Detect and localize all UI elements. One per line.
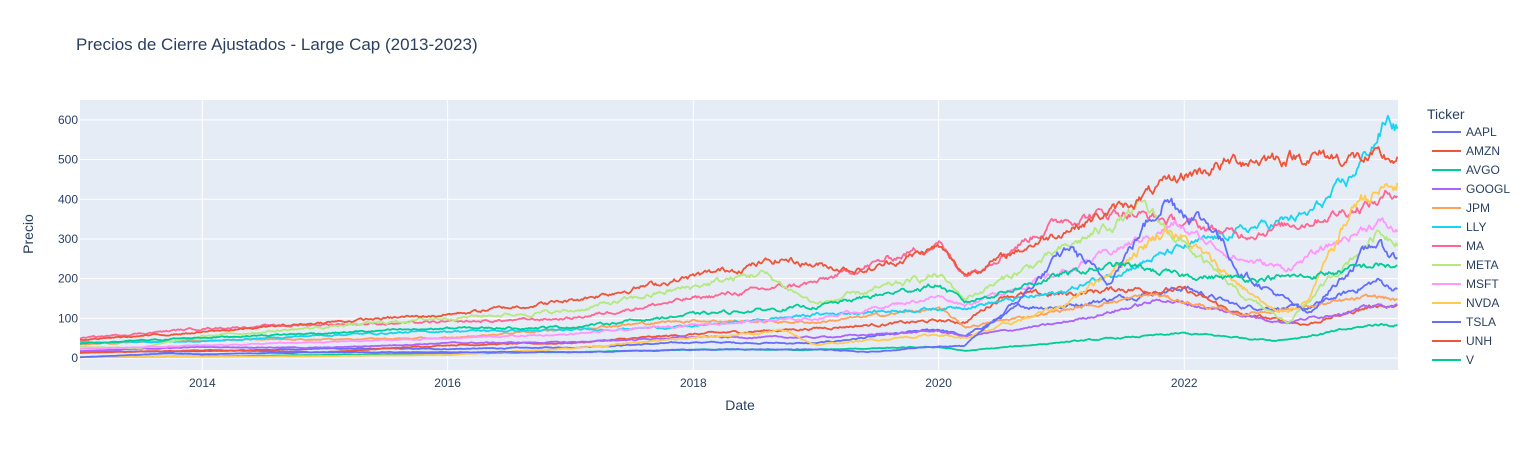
- series-line-googl: [80, 298, 1398, 352]
- x-tick-label: 2022: [1171, 376, 1198, 390]
- series-line-meta: [79, 197, 1399, 350]
- x-tick-label: 2016: [434, 376, 461, 390]
- x-tick-label: 2020: [925, 376, 952, 390]
- series-line-tsla: [79, 197, 1398, 359]
- x-tick-label: 2018: [680, 376, 707, 390]
- legend-label: JPM: [1466, 201, 1490, 215]
- legend-title: Ticker: [1427, 106, 1465, 122]
- legend-label: META: [1466, 258, 1498, 272]
- legend-label: MSFT: [1466, 277, 1499, 291]
- series-line-v: [79, 261, 1398, 345]
- legend-label: AVGO: [1466, 163, 1500, 177]
- x-axis-title: Date: [725, 397, 755, 413]
- legend: Ticker AAPL AMZN AVGO GOOGL JPM LLY MA META MSFT…: [1427, 106, 1510, 367]
- legend-label: AMZN: [1466, 144, 1500, 158]
- chart-title: Precios de Cierre Ajustados - Large Cap …: [76, 35, 478, 54]
- series-line-aapl: [79, 277, 1398, 353]
- x-tick-label: 2014: [189, 376, 216, 390]
- y-tick-label: 100: [58, 311, 78, 325]
- y-axis-title: Precio: [20, 214, 36, 254]
- legend-label: UNH: [1466, 334, 1492, 348]
- y-tick-label: 400: [58, 192, 78, 206]
- x-axis-ticks: 2014 2016 2018 2020 2022: [189, 376, 1198, 390]
- y-tick-label: 500: [58, 153, 78, 167]
- gridlines: [80, 100, 1398, 370]
- y-tick-label: 0: [71, 351, 78, 365]
- legend-label: MA: [1466, 239, 1484, 253]
- series-line-unh: [79, 146, 1399, 341]
- series-line-nvda: [80, 182, 1399, 358]
- legend-label: LLY: [1466, 220, 1486, 234]
- y-tick-label: 200: [58, 272, 78, 286]
- series-line-msft: [79, 217, 1399, 350]
- series-line-lly: [80, 114, 1399, 344]
- legend-label: TSLA: [1466, 315, 1496, 329]
- legend-label: GOOGL: [1466, 182, 1510, 196]
- legend-label: V: [1466, 353, 1474, 367]
- legend-label: NVDA: [1466, 296, 1499, 310]
- series-lines: [79, 114, 1399, 359]
- y-axis-ticks: 0 100 200 300 400 500 600: [58, 113, 78, 365]
- legend-label: AAPL: [1466, 125, 1497, 139]
- y-tick-label: 300: [58, 232, 78, 246]
- y-tick-label: 600: [58, 113, 78, 127]
